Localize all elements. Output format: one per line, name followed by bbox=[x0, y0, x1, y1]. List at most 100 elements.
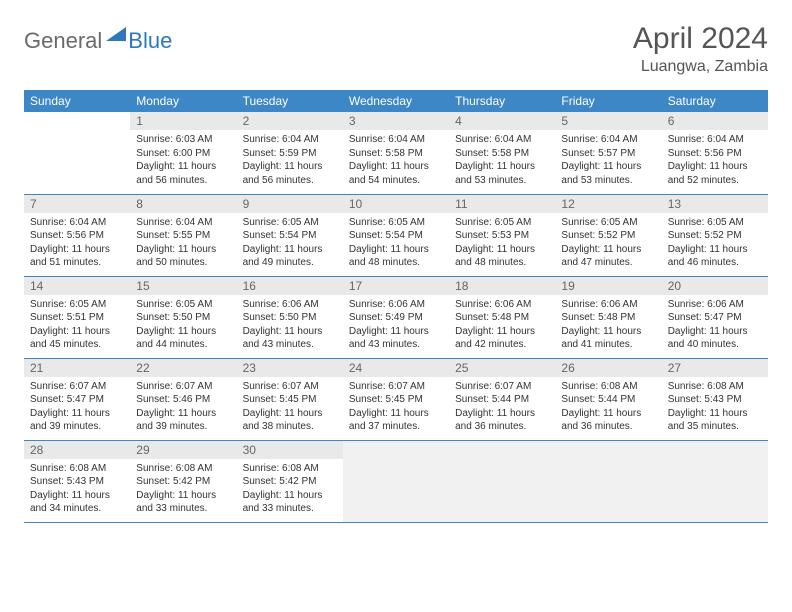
calendar-body: 1Sunrise: 6:03 AMSunset: 6:00 PMDaylight… bbox=[24, 112, 768, 522]
day-number: 11 bbox=[449, 195, 555, 213]
sunset-line: Sunset: 5:59 PM bbox=[243, 147, 337, 161]
day-details: Sunrise: 6:05 AMSunset: 5:52 PMDaylight:… bbox=[662, 213, 768, 274]
day-details: Sunrise: 6:07 AMSunset: 5:46 PMDaylight:… bbox=[130, 377, 236, 438]
daylight-line: Daylight: 11 hours and 43 minutes. bbox=[349, 325, 443, 352]
weekday-header: Monday bbox=[130, 90, 236, 112]
day-number: 15 bbox=[130, 277, 236, 295]
sunset-line: Sunset: 5:56 PM bbox=[668, 147, 762, 161]
day-details: Sunrise: 6:06 AMSunset: 5:47 PMDaylight:… bbox=[662, 295, 768, 356]
calendar-week-row: 21Sunrise: 6:07 AMSunset: 5:47 PMDayligh… bbox=[24, 358, 768, 440]
daylight-line: Daylight: 11 hours and 36 minutes. bbox=[455, 407, 549, 434]
day-cell: 20Sunrise: 6:06 AMSunset: 5:47 PMDayligh… bbox=[662, 276, 768, 358]
day-number: 23 bbox=[237, 359, 343, 377]
daylight-line: Daylight: 11 hours and 41 minutes. bbox=[561, 325, 655, 352]
day-details: Sunrise: 6:08 AMSunset: 5:42 PMDaylight:… bbox=[237, 459, 343, 520]
sunset-line: Sunset: 5:43 PM bbox=[30, 475, 124, 489]
sunrise-line: Sunrise: 6:08 AM bbox=[668, 380, 762, 394]
sunset-line: Sunset: 5:43 PM bbox=[668, 393, 762, 407]
day-cell: 27Sunrise: 6:08 AMSunset: 5:43 PMDayligh… bbox=[662, 358, 768, 440]
weekday-header: Wednesday bbox=[343, 90, 449, 112]
day-cell: 6Sunrise: 6:04 AMSunset: 5:56 PMDaylight… bbox=[662, 112, 768, 194]
sunrise-line: Sunrise: 6:03 AM bbox=[136, 133, 230, 147]
trailing-empty-cell bbox=[343, 440, 449, 522]
daylight-line: Daylight: 11 hours and 42 minutes. bbox=[455, 325, 549, 352]
trailing-empty-cell bbox=[662, 440, 768, 522]
day-cell: 24Sunrise: 6:07 AMSunset: 5:45 PMDayligh… bbox=[343, 358, 449, 440]
sunrise-line: Sunrise: 6:05 AM bbox=[30, 298, 124, 312]
day-cell: 28Sunrise: 6:08 AMSunset: 5:43 PMDayligh… bbox=[24, 440, 130, 522]
sunrise-line: Sunrise: 6:08 AM bbox=[30, 462, 124, 476]
daylight-line: Daylight: 11 hours and 56 minutes. bbox=[136, 160, 230, 187]
day-number: 7 bbox=[24, 195, 130, 213]
daylight-line: Daylight: 11 hours and 53 minutes. bbox=[561, 160, 655, 187]
sunrise-line: Sunrise: 6:06 AM bbox=[668, 298, 762, 312]
day-number: 8 bbox=[130, 195, 236, 213]
daylight-line: Daylight: 11 hours and 37 minutes. bbox=[349, 407, 443, 434]
daylight-line: Daylight: 11 hours and 33 minutes. bbox=[243, 489, 337, 516]
sunrise-line: Sunrise: 6:08 AM bbox=[243, 462, 337, 476]
day-number: 18 bbox=[449, 277, 555, 295]
day-cell: 21Sunrise: 6:07 AMSunset: 5:47 PMDayligh… bbox=[24, 358, 130, 440]
day-details: Sunrise: 6:04 AMSunset: 5:58 PMDaylight:… bbox=[343, 130, 449, 191]
daylight-line: Daylight: 11 hours and 53 minutes. bbox=[455, 160, 549, 187]
day-details: Sunrise: 6:08 AMSunset: 5:44 PMDaylight:… bbox=[555, 377, 661, 438]
sunset-line: Sunset: 5:52 PM bbox=[561, 229, 655, 243]
daylight-line: Daylight: 11 hours and 40 minutes. bbox=[668, 325, 762, 352]
sunset-line: Sunset: 5:49 PM bbox=[349, 311, 443, 325]
day-cell: 5Sunrise: 6:04 AMSunset: 5:57 PMDaylight… bbox=[555, 112, 661, 194]
sunset-line: Sunset: 5:48 PM bbox=[561, 311, 655, 325]
daylight-line: Daylight: 11 hours and 35 minutes. bbox=[668, 407, 762, 434]
day-cell: 22Sunrise: 6:07 AMSunset: 5:46 PMDayligh… bbox=[130, 358, 236, 440]
daylight-line: Daylight: 11 hours and 52 minutes. bbox=[668, 160, 762, 187]
sunset-line: Sunset: 5:55 PM bbox=[136, 229, 230, 243]
day-number: 28 bbox=[24, 441, 130, 459]
day-number: 14 bbox=[24, 277, 130, 295]
daylight-line: Daylight: 11 hours and 46 minutes. bbox=[668, 243, 762, 270]
sunset-line: Sunset: 5:50 PM bbox=[243, 311, 337, 325]
sunset-line: Sunset: 5:52 PM bbox=[668, 229, 762, 243]
weekday-header: Tuesday bbox=[237, 90, 343, 112]
sunrise-line: Sunrise: 6:06 AM bbox=[561, 298, 655, 312]
trailing-empty-cell bbox=[449, 440, 555, 522]
sunrise-line: Sunrise: 6:04 AM bbox=[349, 133, 443, 147]
sunrise-line: Sunrise: 6:04 AM bbox=[243, 133, 337, 147]
daylight-line: Daylight: 11 hours and 50 minutes. bbox=[136, 243, 230, 270]
day-number: 25 bbox=[449, 359, 555, 377]
daylight-line: Daylight: 11 hours and 56 minutes. bbox=[243, 160, 337, 187]
day-cell: 13Sunrise: 6:05 AMSunset: 5:52 PMDayligh… bbox=[662, 194, 768, 276]
day-cell: 15Sunrise: 6:05 AMSunset: 5:50 PMDayligh… bbox=[130, 276, 236, 358]
day-details: Sunrise: 6:03 AMSunset: 6:00 PMDaylight:… bbox=[130, 130, 236, 191]
calendar-table: SundayMondayTuesdayWednesdayThursdayFrid… bbox=[24, 90, 768, 523]
sunrise-line: Sunrise: 6:04 AM bbox=[561, 133, 655, 147]
trailing-empty-cell bbox=[555, 440, 661, 522]
day-details: Sunrise: 6:04 AMSunset: 5:56 PMDaylight:… bbox=[662, 130, 768, 191]
day-number: 2 bbox=[237, 112, 343, 130]
sunset-line: Sunset: 5:50 PM bbox=[136, 311, 230, 325]
sunrise-line: Sunrise: 6:08 AM bbox=[136, 462, 230, 476]
day-details: Sunrise: 6:05 AMSunset: 5:54 PMDaylight:… bbox=[237, 213, 343, 274]
daylight-line: Daylight: 11 hours and 48 minutes. bbox=[455, 243, 549, 270]
day-details: Sunrise: 6:06 AMSunset: 5:48 PMDaylight:… bbox=[555, 295, 661, 356]
sunset-line: Sunset: 5:56 PM bbox=[30, 229, 124, 243]
calendar-week-row: 28Sunrise: 6:08 AMSunset: 5:43 PMDayligh… bbox=[24, 440, 768, 522]
day-details: Sunrise: 6:06 AMSunset: 5:48 PMDaylight:… bbox=[449, 295, 555, 356]
day-details: Sunrise: 6:08 AMSunset: 5:43 PMDaylight:… bbox=[24, 459, 130, 520]
sunset-line: Sunset: 5:51 PM bbox=[30, 311, 124, 325]
day-cell: 11Sunrise: 6:05 AMSunset: 5:53 PMDayligh… bbox=[449, 194, 555, 276]
calendar-week-row: 7Sunrise: 6:04 AMSunset: 5:56 PMDaylight… bbox=[24, 194, 768, 276]
title-block: April 2024 Luangwa, Zambia bbox=[633, 22, 768, 76]
day-number: 30 bbox=[237, 441, 343, 459]
day-cell: 19Sunrise: 6:06 AMSunset: 5:48 PMDayligh… bbox=[555, 276, 661, 358]
day-cell: 9Sunrise: 6:05 AMSunset: 5:54 PMDaylight… bbox=[237, 194, 343, 276]
daylight-line: Daylight: 11 hours and 43 minutes. bbox=[243, 325, 337, 352]
daylight-line: Daylight: 11 hours and 54 minutes. bbox=[349, 160, 443, 187]
day-details: Sunrise: 6:05 AMSunset: 5:51 PMDaylight:… bbox=[24, 295, 130, 356]
sunset-line: Sunset: 5:48 PM bbox=[455, 311, 549, 325]
day-number: 4 bbox=[449, 112, 555, 130]
sunset-line: Sunset: 5:45 PM bbox=[349, 393, 443, 407]
day-number: 29 bbox=[130, 441, 236, 459]
month-title: April 2024 bbox=[633, 22, 768, 56]
day-number: 19 bbox=[555, 277, 661, 295]
sunrise-line: Sunrise: 6:07 AM bbox=[136, 380, 230, 394]
sunrise-line: Sunrise: 6:06 AM bbox=[243, 298, 337, 312]
